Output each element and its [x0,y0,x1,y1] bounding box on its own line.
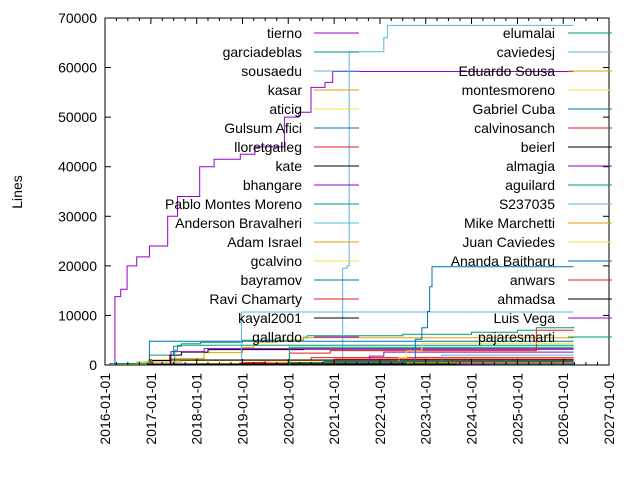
legend-label: ahmadsa [497,291,555,307]
x-tick-label: 2018-01-01 [189,373,205,445]
y-tick-label: 60000 [58,60,97,76]
y-tick-label: 50000 [58,109,97,125]
y-tick-label: 70000 [58,10,97,26]
legend-label: kasar [268,82,303,98]
x-tick-label: 2019-01-01 [235,373,251,445]
legend-label: anwars [510,272,555,288]
legend-label: Ravi Chamarty [209,291,302,307]
legend-label: almagia [506,158,555,174]
legend-label: beierl [521,139,555,155]
legend-label: Ananda Baitharu [451,253,555,269]
legend-label: montesmoreno [462,82,556,98]
legend-label: S237035 [499,196,555,212]
legend-label: garciadeblas [223,44,302,60]
legend-label: bhangare [243,177,302,193]
legend-label: Juan Caviedes [462,234,555,250]
legend-label: Pablo Montes Moreno [165,196,302,212]
x-tick-label: 2026-01-01 [555,373,571,445]
legend-label: elumalai [503,25,555,41]
x-tick-label: 2023-01-01 [418,373,434,445]
legend-label: Eduardo Sousa [458,63,555,79]
legend-label: caviedesj [497,44,555,60]
y-tick-label: 30000 [58,208,97,224]
legend-label: gcalvino [251,253,303,269]
legend: tierno garciadeblas sousaedu kasar aticig Gul… [165,25,612,345]
x-tick-label: 2022-01-01 [372,373,388,445]
legend-label: Mike Marchetti [464,215,555,231]
x-tick-label: 2021-01-01 [326,373,342,445]
y-axis-label: Lines [9,175,25,208]
series-line-21 [414,266,574,366]
legend-label: calvinosanch [474,120,555,136]
legend-label: tierno [267,25,302,41]
y-tick-label: 20000 [58,258,97,274]
x-tick-label: 2017-01-01 [143,373,159,445]
legend-label: sousaedu [241,63,302,79]
x-tick-label: 2027-01-01 [601,373,617,445]
legend-label: aticig [269,101,302,117]
legend-label: Gabriel Cuba [473,101,556,117]
legend-label: Luis Vega [494,310,556,326]
y-tick-label: 40000 [58,159,97,175]
series-line-7 [150,348,574,366]
legend-label: bayramov [241,272,302,288]
legend-label: Gulsum Afici [224,120,302,136]
x-tick-label: 2020-01-01 [280,373,296,445]
axes: 0 10000 20000 30000 40000 50000 60000 70000 2016… [58,10,617,445]
series-line-0 [114,71,574,366]
legend-label: Anderson Bravalheri [175,215,302,231]
legend-label: kate [276,158,303,174]
legend-label: pajaresmarti [478,329,555,345]
x-tick-label: 2016-01-01 [97,373,113,445]
legend-label: aguilard [505,177,555,193]
legend-label: Adam Israel [227,234,302,250]
y-tick-label: 10000 [58,307,97,323]
legend-label: kayal2001 [238,310,302,326]
x-tick-label: 2025-01-01 [509,373,525,445]
x-tick-label: 2024-01-01 [464,373,480,445]
y-tick-label: 0 [89,357,97,373]
legend-label: gallardo [252,329,302,345]
legend-label: lloretgalleg [234,139,302,155]
